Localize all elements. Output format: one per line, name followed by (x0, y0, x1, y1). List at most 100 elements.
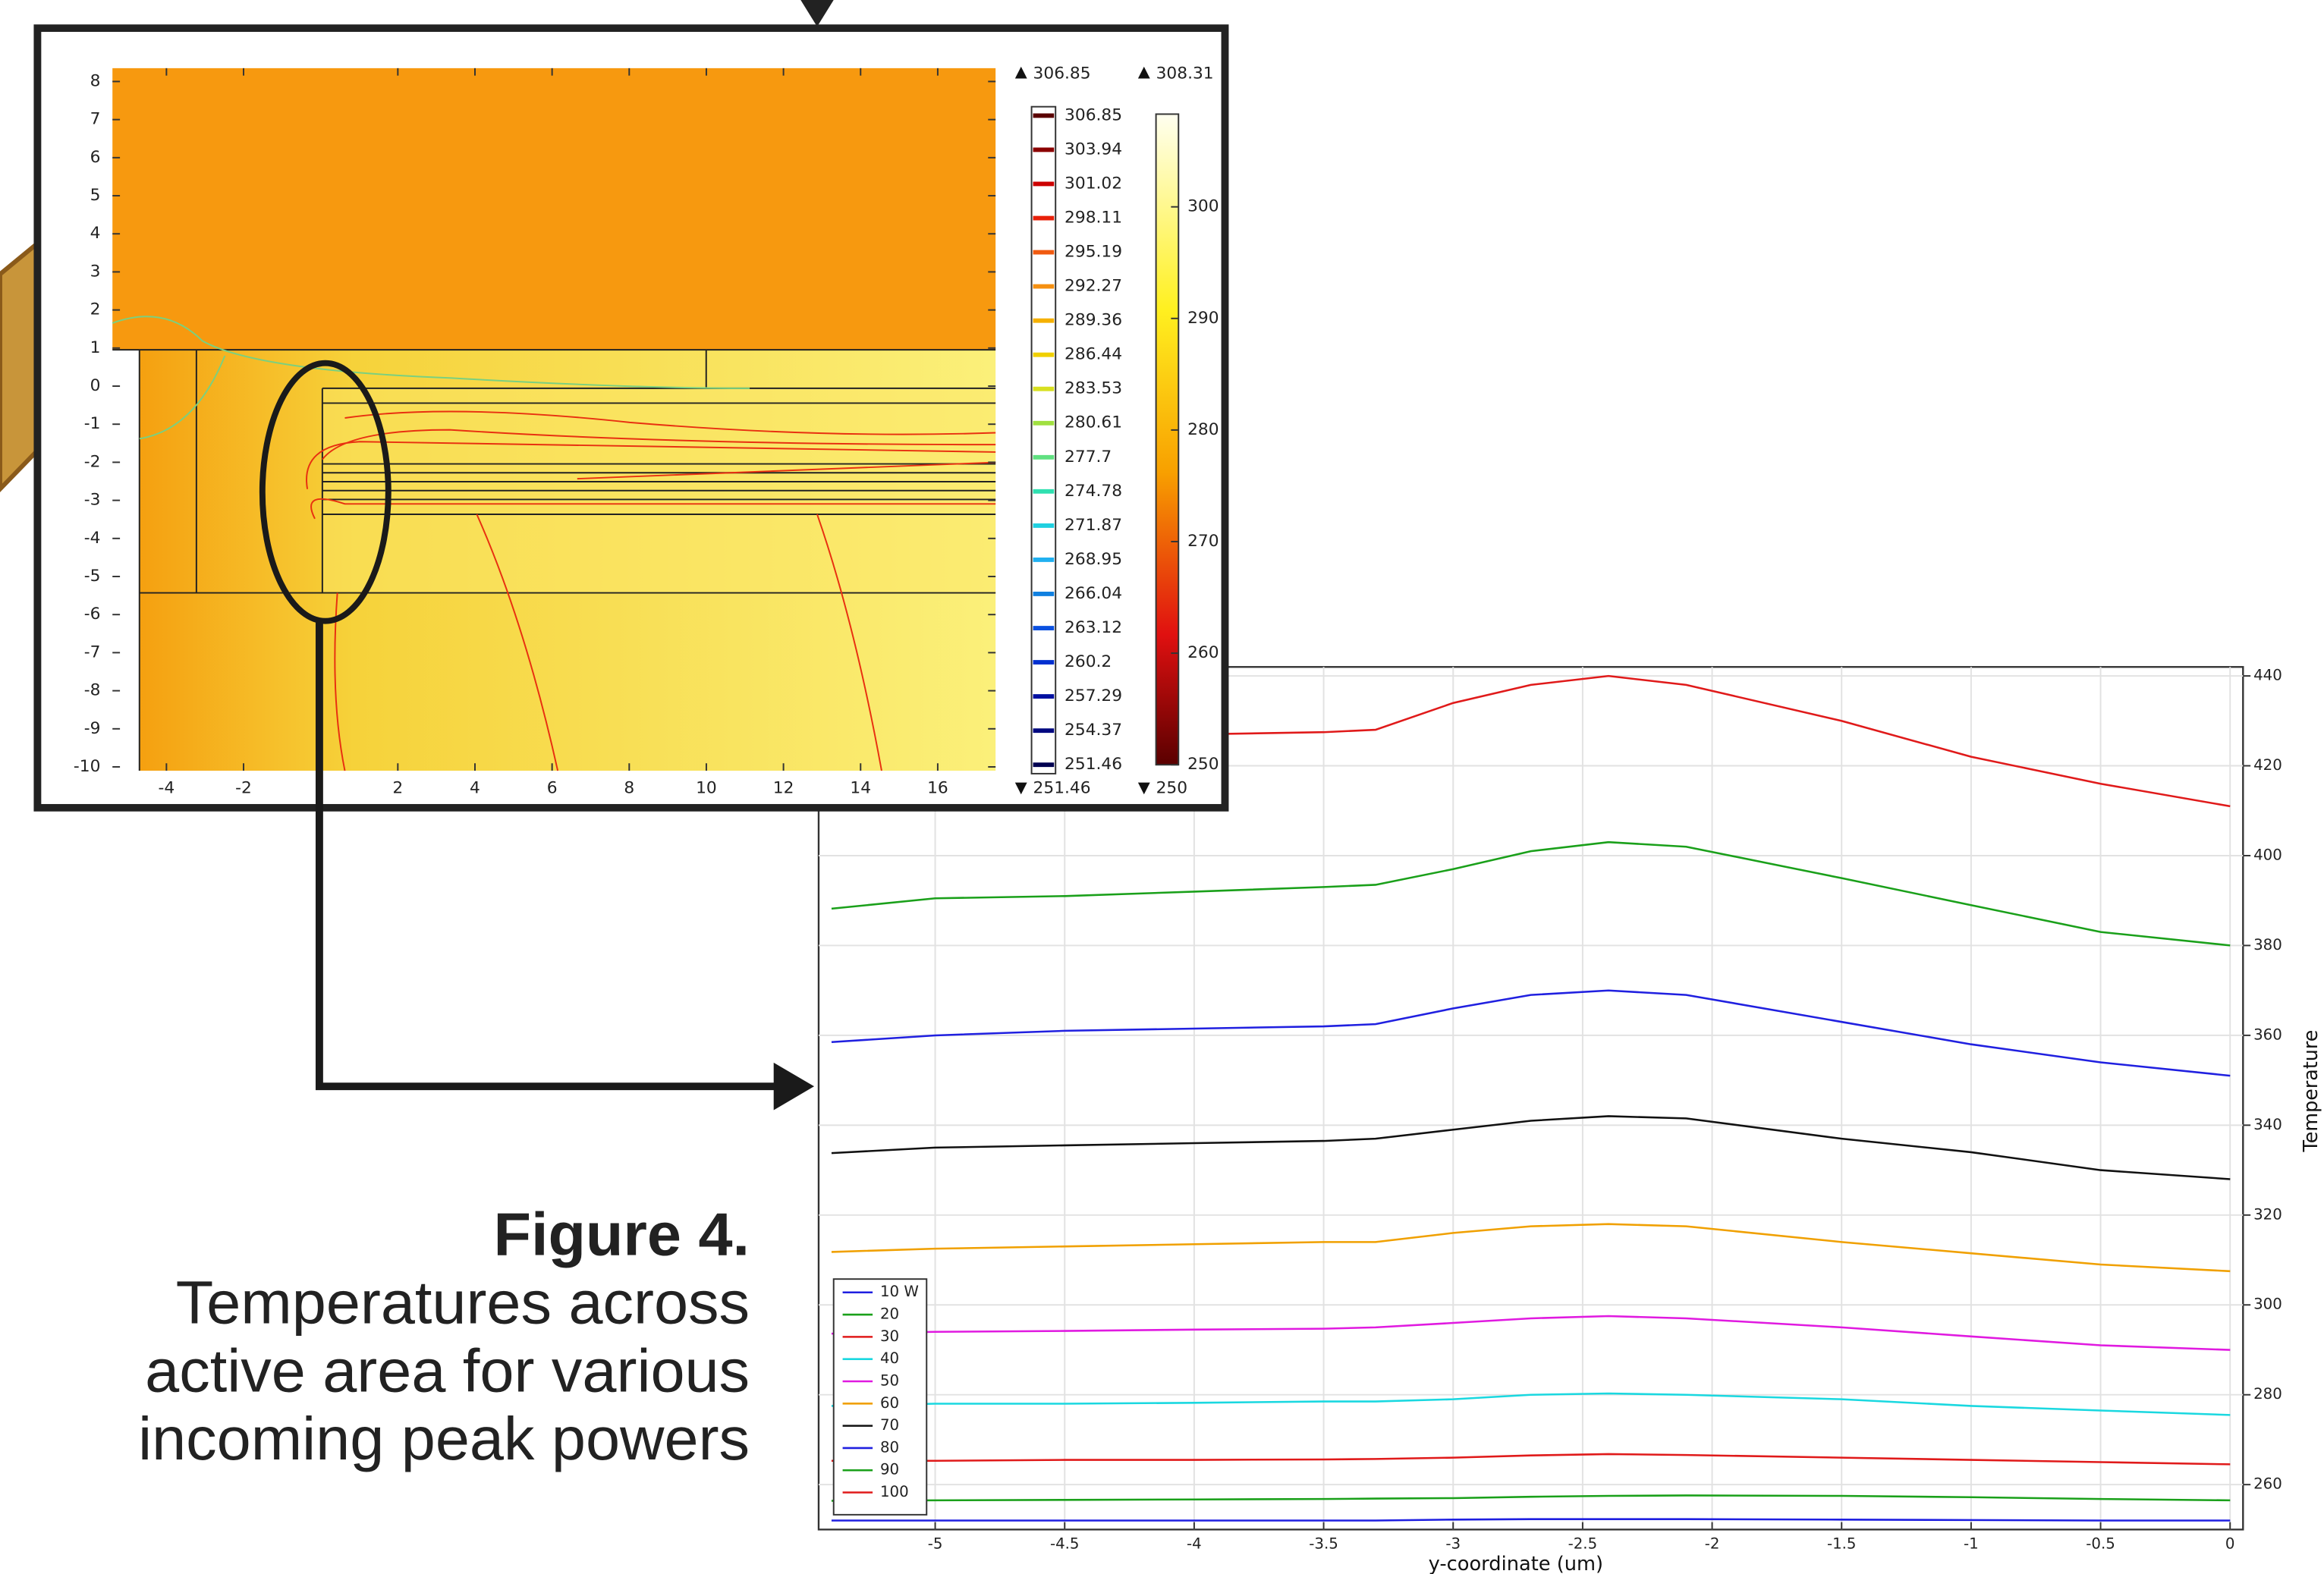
y-tick-label: 0 (90, 376, 101, 395)
legend-label: 70 (880, 1416, 899, 1434)
colorbar-tick-label: 280 (1187, 420, 1219, 439)
y-tick-label: 2 (90, 300, 101, 319)
contour-level-label: 301.02 (1065, 174, 1122, 193)
contour-level-label: 254.37 (1065, 721, 1122, 740)
heatmap-chart: 306.85 308.31 251.46 250 -4-224681012141… (37, 28, 1225, 808)
y-tick-label: 5 (90, 186, 101, 205)
legend-label: 90 (880, 1461, 899, 1478)
x-tick-label: -2 (235, 779, 252, 798)
y-tick-label: 280 (2253, 1385, 2282, 1403)
contour-level-label: 295.19 (1065, 243, 1122, 262)
legend-label: 100 (880, 1483, 909, 1500)
x-tick-label: -0.5 (2086, 1535, 2115, 1552)
contour-level-label: 251.46 (1065, 755, 1122, 774)
connector-arrowhead (774, 1063, 814, 1111)
x-tick-label: -4 (159, 779, 175, 798)
contour-level-label: 280.61 (1065, 413, 1122, 432)
caption-line: active area for various (145, 1337, 750, 1405)
y-tick-label: 7 (90, 110, 101, 129)
contour-level-label: 277.7 (1065, 448, 1112, 467)
y-tick-label: -7 (84, 642, 101, 661)
contour-level-label: 257.29 (1065, 686, 1122, 705)
y-tick-label: -1 (84, 414, 101, 433)
contour-legend-box (1032, 107, 1056, 774)
colorbar-min: 250 (1156, 779, 1187, 798)
y-tick-label: 300 (2253, 1296, 2282, 1313)
color-bar (1156, 114, 1179, 765)
colorbar-tick-label: 290 (1187, 309, 1219, 328)
contour-level-label: 263.12 (1065, 618, 1122, 637)
x-tick-label: 14 (850, 779, 871, 798)
legend-label: 80 (880, 1438, 899, 1456)
y-tick-label: -2 (84, 452, 101, 471)
x-tick-label: 12 (773, 779, 794, 798)
y-tick-label: -9 (84, 719, 101, 738)
caption-line: Temperatures across (176, 1269, 750, 1337)
legend-label: 10 W (880, 1283, 919, 1300)
x-tick-label: 6 (547, 779, 558, 798)
y-tick-label: 1 (90, 338, 101, 357)
x-tick-label: 16 (927, 779, 948, 798)
contour-max: 306.85 (1033, 64, 1091, 83)
x-axis-label: y-coordinate (um) (1429, 1553, 1603, 1574)
x-tick-label: -4.5 (1050, 1535, 1080, 1552)
y-tick-label: -10 (74, 757, 100, 776)
y-tick-label: 6 (90, 148, 101, 167)
caption-title: Figure 4. (493, 1201, 750, 1268)
colorbar-tick-label: 250 (1187, 755, 1219, 774)
y-tick-label: 4 (90, 224, 101, 243)
legend-label: 40 (880, 1349, 899, 1367)
legend-label: 30 (880, 1327, 899, 1345)
caption-line: incoming peak powers (138, 1406, 750, 1473)
legend-label: 60 (880, 1394, 899, 1412)
contour-level-label: 292.27 (1065, 277, 1122, 296)
contour-level-label: 268.95 (1065, 550, 1122, 569)
contour-level-label: 298.11 (1065, 209, 1122, 228)
legend-label: 50 (880, 1372, 899, 1390)
x-tick-label: -5 (928, 1535, 943, 1552)
y-tick-label: -8 (84, 681, 101, 700)
pointer-arrow (800, 0, 833, 27)
y-tick-label: 340 (2253, 1116, 2282, 1133)
legend-label: 20 (880, 1305, 899, 1323)
figure: -5-4.5-4-3.5-3-2.5-2-1.5-1-0.50260280300… (0, 0, 2324, 1574)
contour-level-label: 286.44 (1065, 345, 1122, 364)
y-tick-label: 360 (2253, 1026, 2282, 1043)
x-tick-label: 8 (624, 779, 634, 798)
x-tick-label: -1.5 (1827, 1535, 1857, 1552)
y-tick-label: 420 (2253, 756, 2282, 774)
y-tick-label: -4 (84, 529, 101, 548)
contour-level-label: 266.04 (1065, 584, 1122, 603)
colorbar-tick-label: 270 (1187, 532, 1219, 551)
contour-level-label: 289.36 (1065, 311, 1122, 330)
page: -5-4.5-4-3.5-3-2.5-2-1.5-1-0.50260280300… (0, 0, 2324, 1574)
y-tick-label: 260 (2253, 1475, 2282, 1493)
x-tick-label: -4 (1187, 1535, 1202, 1552)
y-tick-label: 3 (90, 262, 101, 281)
y-tick-label: 8 (90, 72, 101, 91)
colorbar-tick-label: 300 (1187, 197, 1219, 216)
y-tick-label: 380 (2253, 936, 2282, 954)
x-tick-label: -2 (1705, 1535, 1720, 1552)
y-axis-label: Temperature (2300, 1030, 2322, 1153)
contour-level-label: 306.85 (1065, 105, 1122, 124)
region-top (112, 68, 995, 350)
x-tick-label: -3 (1445, 1535, 1461, 1552)
contour-level-label: 283.53 (1065, 379, 1122, 398)
y-tick-label: 440 (2253, 667, 2282, 684)
y-tick-label: -5 (84, 567, 101, 586)
colorbar-max: 308.31 (1156, 64, 1214, 83)
x-tick-label: 4 (470, 779, 480, 798)
y-tick-label: 400 (2253, 847, 2282, 864)
contour-level-label: 271.87 (1065, 516, 1122, 535)
y-tick-label: -6 (84, 605, 101, 624)
y-tick-label: -3 (84, 491, 101, 510)
x-tick-label: -1 (1964, 1535, 1979, 1552)
x-tick-label: -2.5 (1568, 1535, 1598, 1552)
contour-level-label: 303.94 (1065, 140, 1122, 159)
x-tick-label: 0 (2225, 1535, 2235, 1552)
colorbar-tick-label: 260 (1187, 643, 1219, 662)
x-tick-label: 10 (696, 779, 717, 798)
contour-level-label: 260.2 (1065, 652, 1112, 671)
contour-min: 251.46 (1033, 779, 1091, 798)
